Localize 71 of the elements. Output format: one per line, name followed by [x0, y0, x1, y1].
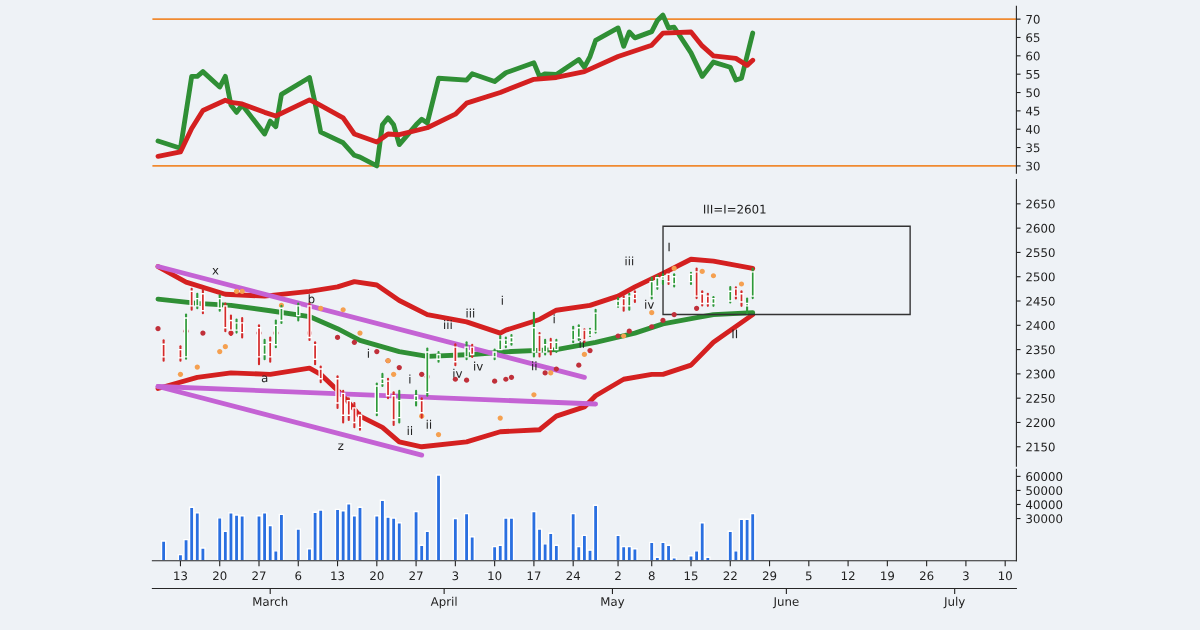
y-tick-label: 2450 [1026, 296, 1055, 306]
annotation: iv [645, 299, 654, 309]
y-tick-label: 2650 [1026, 199, 1055, 209]
annotation: i [501, 295, 503, 305]
x-tick-label: 20 [370, 571, 384, 581]
x-tick-label: 22 [723, 571, 737, 581]
y-tick-label: 55 [1026, 70, 1040, 79]
x-tick-label: 10 [488, 571, 502, 581]
y-tick-label: 40000 [1026, 500, 1063, 510]
annotation: z [338, 443, 344, 450]
x-tick-label: 20 [213, 571, 227, 581]
x-tick-label: 26 [919, 571, 934, 581]
y-tick-label: 2200 [1026, 418, 1055, 428]
annotation: iii [444, 320, 452, 329]
y-tick-label: 50000 [1026, 486, 1063, 496]
y-tick-label: 2250 [1026, 393, 1055, 403]
y-tick-label: 2550 [1026, 248, 1055, 258]
x2-tick-label: July [943, 596, 965, 609]
x-tick-label: 15 [684, 571, 698, 581]
x-tick-label: 3 [452, 571, 459, 581]
x-tick-label: 5 [805, 571, 812, 581]
annotation: i [553, 314, 555, 324]
x2-tick-label: June [772, 597, 799, 609]
y-tick-label: 2350 [1026, 345, 1055, 355]
y-tick-label: 35 [1026, 143, 1040, 153]
y-tick-label: 2150 [1026, 442, 1055, 452]
annotation: ii [426, 419, 432, 429]
x-tick-label: 29 [762, 571, 777, 581]
x-tick-label: 10 [998, 571, 1012, 581]
x-tick-label: 24 [566, 571, 581, 581]
y-tick-label: 60000 [1026, 472, 1063, 482]
x-tick-label: 13 [331, 571, 345, 581]
y-tick-label: 40 [1026, 124, 1040, 134]
y-tick-label: 30000 [1026, 514, 1063, 524]
y-tick-label: 30 [1026, 161, 1040, 171]
y-tick-label: 60 [1026, 51, 1040, 61]
y-tick-label: 45 [1026, 106, 1040, 116]
annotation: iv [453, 368, 463, 378]
x-tick-label: 12 [841, 571, 855, 581]
x2-tick-label: May [601, 597, 625, 609]
x2-tick-label: March [253, 596, 288, 606]
annotation: iii [625, 256, 634, 266]
x-tick-label: 27 [409, 571, 423, 581]
y-tick-label: 50 [1026, 88, 1040, 98]
x-tick-label: 27 [252, 571, 266, 581]
annotation: III=I=2601 [704, 204, 766, 214]
annotation: x [212, 268, 219, 275]
annotation: a [261, 375, 268, 383]
annotation: i [409, 374, 411, 384]
y-tick-label: 70 [1026, 14, 1040, 24]
annotation: II [732, 329, 738, 339]
y-tick-label: 2600 [1026, 223, 1055, 233]
x-tick-label: 8 [648, 571, 655, 581]
annotation: I [668, 242, 670, 252]
annotation: iv [474, 361, 483, 371]
annotation: iii [466, 308, 475, 318]
annotation: ii [407, 426, 413, 436]
x-tick-label: 17 [527, 571, 541, 581]
annotation: ii [532, 361, 537, 371]
x-tick-label: 2 [615, 571, 621, 581]
x-tick-label: 19 [881, 571, 895, 581]
x-tick-label: 3 [963, 571, 969, 581]
x-tick-label: 13 [174, 571, 188, 581]
x2-tick-label: April [430, 596, 457, 609]
annotation: i [367, 348, 369, 358]
y-tick-label: 2400 [1026, 321, 1055, 330]
annotation: b [308, 294, 315, 304]
x-tick-label: 6 [295, 571, 302, 581]
y-tick-label: 2300 [1026, 369, 1055, 379]
y-tick-label: 65 [1026, 33, 1040, 43]
y-tick-label: 2500 [1026, 272, 1055, 282]
